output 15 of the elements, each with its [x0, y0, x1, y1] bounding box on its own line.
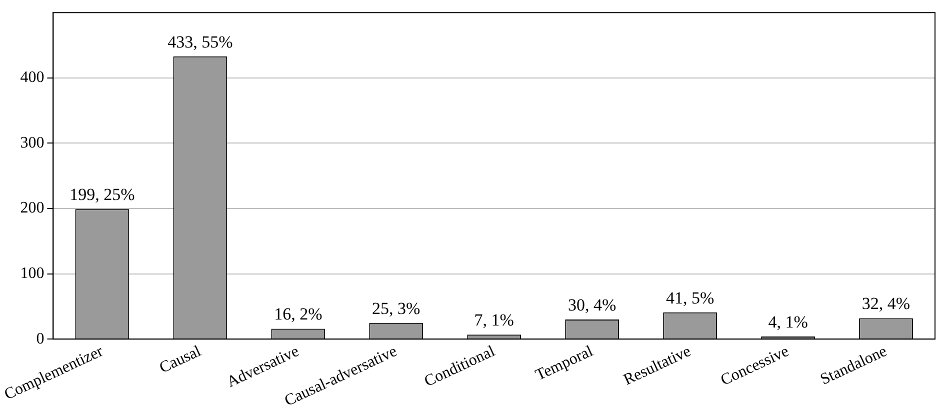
- y-tick-label: 300: [20, 134, 44, 152]
- data-label: 433, 55%: [168, 32, 233, 52]
- data-label: 32, 4%: [862, 294, 910, 314]
- y-tick-label: 100: [20, 265, 44, 282]
- data-label: 7, 1%: [474, 310, 514, 330]
- y-tick-label: 200: [20, 200, 44, 217]
- data-label: 16, 2%: [274, 304, 322, 324]
- y-tick-label: 400: [20, 69, 44, 86]
- data-label: 30, 4%: [568, 296, 616, 315]
- y-tick-label: 0: [36, 330, 44, 348]
- data-label: 41, 5%: [666, 288, 714, 308]
- data-label: 199, 25%: [70, 185, 135, 204]
- data-label: 25, 3%: [372, 298, 420, 318]
- x-tick-label: Causal: [156, 342, 204, 377]
- data-label: 4, 1%: [768, 312, 808, 332]
